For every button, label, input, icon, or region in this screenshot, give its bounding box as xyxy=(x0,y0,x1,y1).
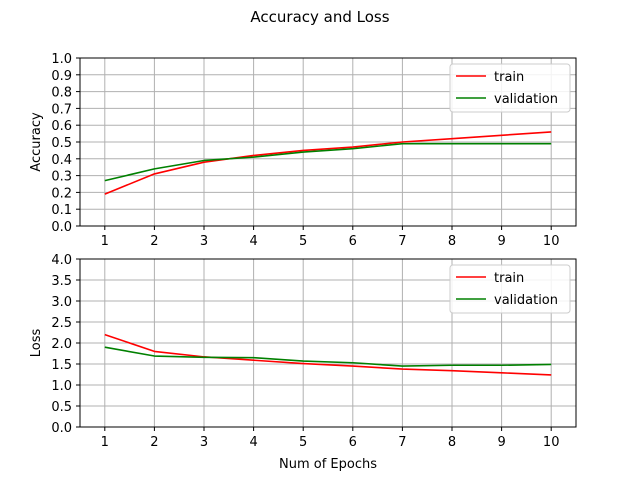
loss-y-tick-label: 4.0 xyxy=(51,253,72,268)
accuracy-y-tick-label: 0.4 xyxy=(51,153,72,168)
loss-axes-frame xyxy=(79,258,577,428)
accuracy-y-tick-label: 1.0 xyxy=(51,52,72,67)
accuracy-y-tick-label: 0.9 xyxy=(51,69,72,84)
accuracy-x-tick-label: 3 xyxy=(200,234,208,249)
loss-x-tick-label: 5 xyxy=(299,435,307,450)
loss-x-tick-label: 3 xyxy=(200,435,208,450)
loss-legend-label-validation: validation xyxy=(494,293,558,308)
accuracy-y-axis-label: Accuracy xyxy=(29,112,44,172)
loss-y-tick-label: 0.0 xyxy=(51,421,72,436)
accuracy-y-tick-label: 0.5 xyxy=(51,136,72,151)
loss-y-tick-label: 0.5 xyxy=(51,400,72,415)
loss-series-train-line xyxy=(104,333,552,376)
loss-x-tick-label: 9 xyxy=(497,435,505,450)
loss-x-tick-label: 7 xyxy=(398,435,406,450)
loss-x-tick-label: 8 xyxy=(448,435,456,450)
loss-x-tick-label: 4 xyxy=(249,435,257,450)
accuracy-series-train-line xyxy=(104,131,552,195)
accuracy-y-tick-label: 0.1 xyxy=(51,203,72,218)
accuracy-y-tick-label: 0.6 xyxy=(51,119,72,134)
accuracy-legend: train validation xyxy=(449,63,571,113)
accuracy-x-tick-label: 9 xyxy=(497,234,505,249)
loss-x-axis-label: Num of Epochs xyxy=(279,457,377,472)
figure-title: Accuracy and Loss xyxy=(250,8,389,26)
accuracy-x-tick-label: 5 xyxy=(299,234,307,249)
accuracy-x-tick-label: 8 xyxy=(448,234,456,249)
accuracy-axes-frame xyxy=(79,57,577,227)
loss-x-tick-label: 10 xyxy=(543,435,560,450)
loss-x-tick-label: 2 xyxy=(150,435,158,450)
accuracy-x-tick-label: 1 xyxy=(101,234,109,249)
loss-legend-label-train: train xyxy=(494,271,524,286)
loss-y-tick-label: 1.0 xyxy=(51,379,72,394)
loss-y-axis-label: Loss xyxy=(29,329,44,358)
accuracy-chart: 1 2 3 4 5 6 7 8 9 10 0.0 0.1 0.20.3 0.4 0.5 0.6 0.70.8 0.… xyxy=(29,52,577,249)
loss-x-tick-label: 6 xyxy=(349,435,357,450)
loss-y-tick-label: 1.5 xyxy=(51,358,72,373)
accuracy-x-tick-label: 4 xyxy=(249,234,257,249)
loss-x-tick-label: 1 xyxy=(101,435,109,450)
accuracy-legend-label-validation: validation xyxy=(494,92,558,107)
loss-chart: 1 2 3 4 5 6 7 8 9 10 0.0 0.5 1.0 1.5 2.0 2.5 3.0 3.5 4.0 Lo… xyxy=(29,253,577,472)
accuracy-y-tick-label: 0.0 xyxy=(51,220,72,235)
loss-y-tick-label: 3.0 xyxy=(51,295,72,310)
loss-y-tick-label: 3.5 xyxy=(51,274,72,289)
loss-legend: train validation xyxy=(449,264,571,314)
accuracy-legend-label-train: train xyxy=(494,70,524,85)
loss-y-tick-label: 2.0 xyxy=(51,337,72,352)
accuracy-y-tick-label: 0.7 xyxy=(51,102,72,117)
accuracy-series-validation-line xyxy=(104,142,552,182)
plots-container: 1 2 3 4 5 6 7 8 9 10 0.0 0.1 0.20.3 0.4 0.5 0.6 0.70.8 0.… xyxy=(29,52,577,472)
accuracy-x-tick-label: 7 xyxy=(398,234,406,249)
accuracy-y-tick-label: 0.2 xyxy=(51,186,72,201)
accuracy-y-tick-label: 0.8 xyxy=(51,86,72,101)
accuracy-x-tick-label: 6 xyxy=(349,234,357,249)
accuracy-x-tick-label: 2 xyxy=(150,234,158,249)
accuracy-y-tick-label: 0.3 xyxy=(51,170,72,185)
loss-y-tick-label: 2.5 xyxy=(51,316,72,331)
loss-series-validation-line xyxy=(104,346,552,367)
accuracy-x-tick-label: 10 xyxy=(543,234,560,249)
